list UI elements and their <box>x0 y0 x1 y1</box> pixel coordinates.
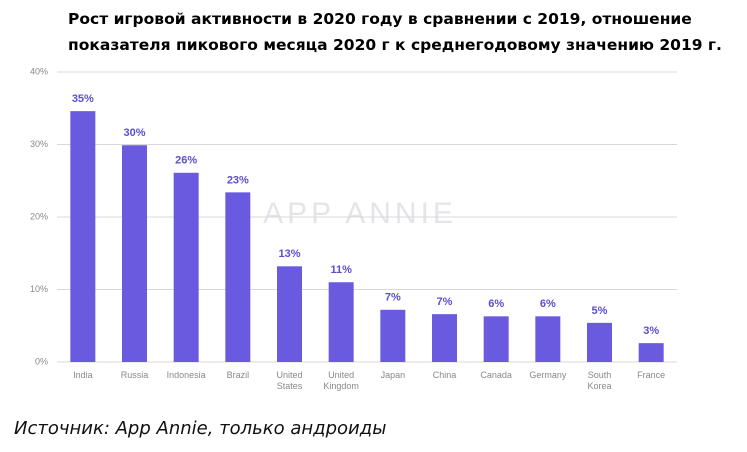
value-label: 13% <box>278 248 300 260</box>
x-tick-label: Canada <box>480 370 512 380</box>
y-tick-label: 30% <box>30 139 48 149</box>
value-label: 26% <box>175 155 197 167</box>
bar <box>173 172 199 362</box>
value-label: 6% <box>540 298 556 310</box>
chart-title: Рост игровой активности в 2020 году в ср… <box>68 10 722 54</box>
bar <box>587 322 612 362</box>
bar <box>225 192 251 362</box>
bar <box>432 314 457 362</box>
x-tick-label: South Korea <box>587 370 612 391</box>
y-tick-label: 10% <box>30 284 48 294</box>
value-label: 3% <box>643 325 659 337</box>
source-note: Источник: App Annie, только андроиды <box>14 418 387 439</box>
value-label: 11% <box>330 264 352 276</box>
x-tick-label: Japan <box>380 370 406 380</box>
bar <box>483 316 509 362</box>
value-label: 7% <box>437 296 453 308</box>
x-tick-label: India <box>73 370 93 380</box>
x-tick-label: Germany <box>529 370 567 380</box>
bar <box>277 266 302 362</box>
watermark: APP ANNIE <box>263 197 457 230</box>
bar <box>328 282 354 362</box>
value-label: 35% <box>72 93 94 105</box>
y-tick-label: 20% <box>30 211 48 221</box>
x-tick-label: Brazil <box>226 370 250 380</box>
x-tick-label: United Kingdom <box>323 370 359 391</box>
y-tick-label: 40% <box>30 66 48 76</box>
value-label: 7% <box>385 292 401 304</box>
bar <box>638 343 664 362</box>
x-tick-label: Russia <box>120 370 149 380</box>
bar <box>535 316 561 362</box>
bar <box>70 111 96 363</box>
value-label: 23% <box>227 174 249 186</box>
x-tick-label: France <box>637 370 666 380</box>
x-tick-label: United States <box>276 370 303 391</box>
value-label: 30% <box>123 127 145 139</box>
value-label: 5% <box>592 305 608 317</box>
bar <box>122 145 147 362</box>
y-tick-label: 0% <box>35 356 48 366</box>
bar <box>380 309 406 362</box>
x-tick-label: Indonesia <box>166 370 206 380</box>
x-tick-label: China <box>432 370 457 380</box>
value-label: 6% <box>488 298 504 310</box>
